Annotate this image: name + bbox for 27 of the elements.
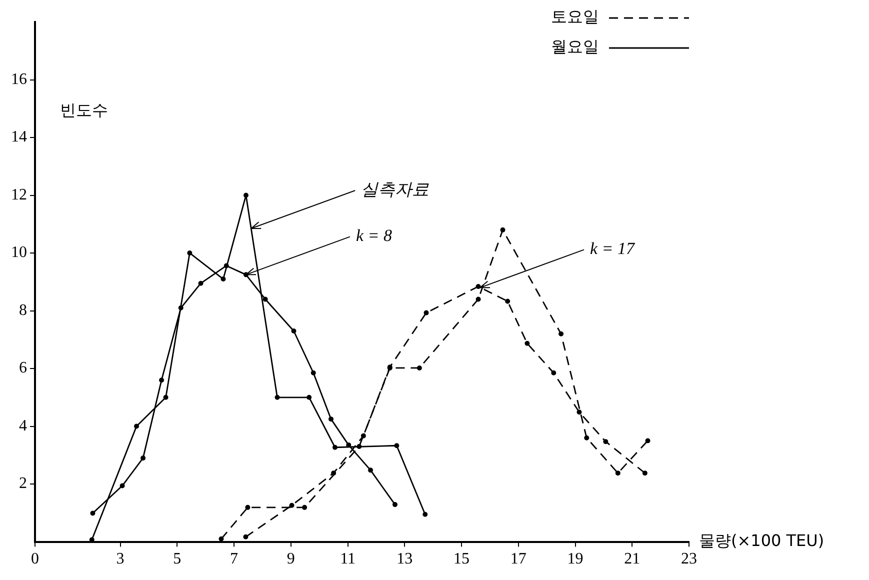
x-tick-label: 11 bbox=[340, 550, 356, 568]
y-tick-label: 12 bbox=[11, 186, 27, 204]
annotation: k = 17 bbox=[590, 239, 636, 258]
x-tick-label: 3 bbox=[116, 550, 124, 568]
annotation: 실측자료 bbox=[361, 180, 430, 199]
y-tick-label: 6 bbox=[19, 360, 27, 377]
y-tick-label: 4 bbox=[19, 417, 27, 434]
y-tick-label: 8 bbox=[19, 302, 27, 319]
y-tick-label: 10 bbox=[11, 244, 27, 262]
x-tick-label: 9 bbox=[286, 550, 295, 568]
x-tick-label: 15 bbox=[454, 550, 470, 568]
x-tick-label: 21 bbox=[624, 550, 640, 568]
y-tick-label: 2 bbox=[19, 475, 27, 492]
y-tick-label: 14 bbox=[11, 128, 27, 146]
legend-label: 토요일 bbox=[551, 7, 599, 26]
x-tick-label: 13 bbox=[396, 550, 413, 568]
x-tick-label: 7 bbox=[230, 550, 238, 568]
x-tick-label: 23 bbox=[681, 550, 697, 568]
x-tick-label: 5 bbox=[173, 550, 182, 568]
x-axis-title: 물량(×100 TEU) bbox=[699, 530, 824, 550]
x-tick-label: 0 bbox=[31, 550, 39, 568]
x-tick-label: 19 bbox=[567, 550, 584, 568]
y-tick-label: 16 bbox=[11, 70, 27, 88]
legend-label: 월요일 bbox=[551, 37, 599, 56]
annotation: k = 8 bbox=[356, 226, 393, 246]
y-axis-title: 빈도수 bbox=[60, 100, 108, 120]
x-tick-label: 17 bbox=[510, 550, 526, 568]
